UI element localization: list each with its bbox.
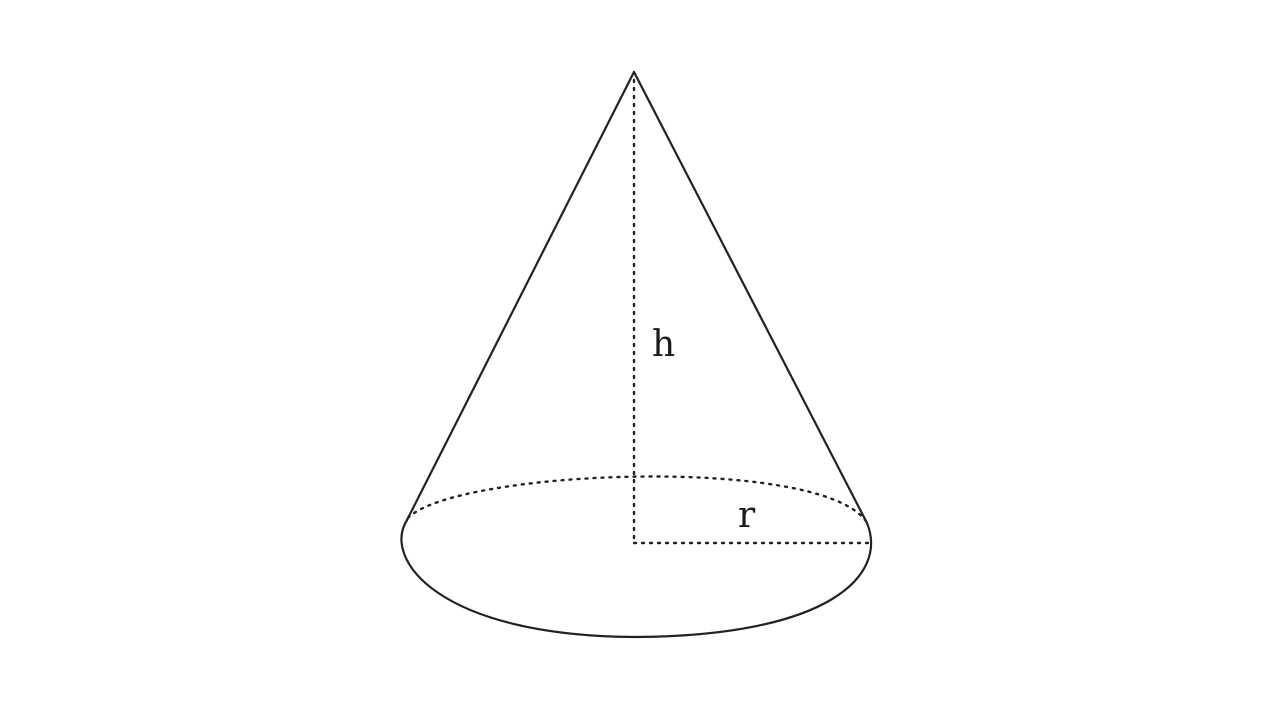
cone-left-edge (405, 70, 636, 522)
base-ellipse-back-dotted (406, 475, 867, 522)
cone-right-edge (632, 70, 869, 525)
height-label: h (652, 324, 675, 365)
radius-label: r (738, 495, 756, 536)
base-ellipse-front (400, 518, 873, 639)
